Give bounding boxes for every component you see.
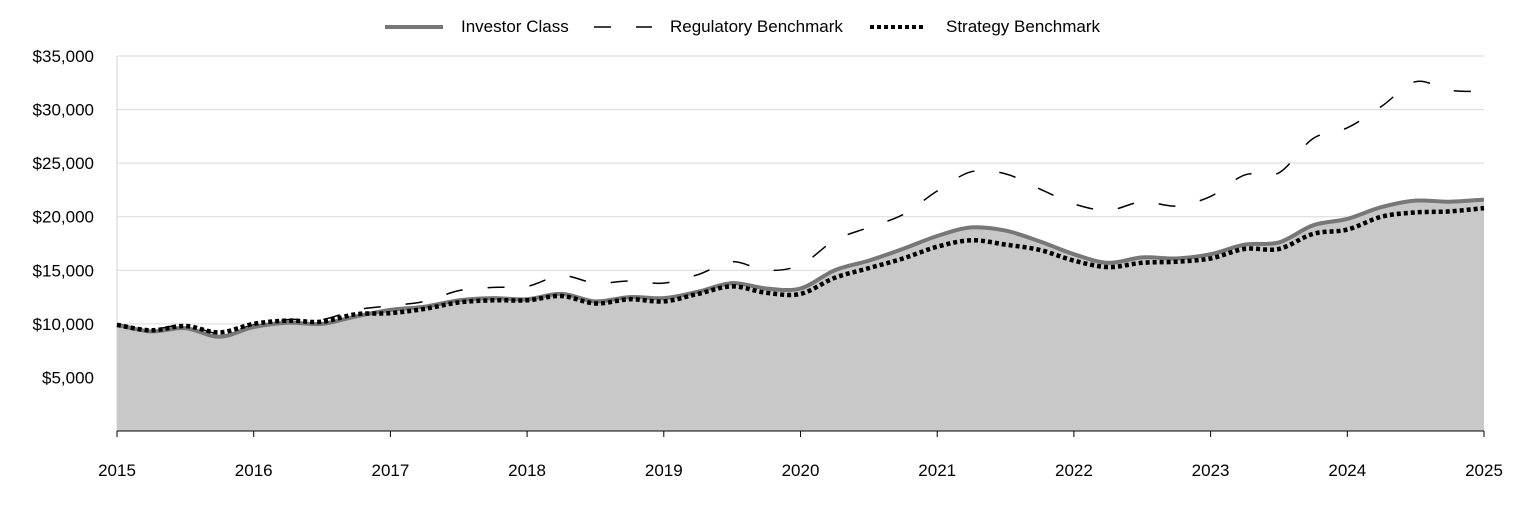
x-tick-label: 2016 [235, 461, 273, 480]
x-tick-label: 2021 [918, 461, 956, 480]
y-tick-label: $5,000 [42, 368, 94, 387]
axes [116, 56, 1485, 437]
legend-item-strategy-benchmark: Strategy Benchmark [868, 14, 1100, 40]
y-tick-label: $25,000 [33, 154, 94, 173]
y-tick-label: $30,000 [33, 101, 94, 120]
legend-label-investor-class: Investor Class [461, 17, 569, 36]
y-tick-label: $20,000 [33, 208, 94, 227]
y-tick-label: $15,000 [33, 261, 94, 280]
legend-swatch-dashed [594, 26, 652, 28]
x-tick-label: 2017 [371, 461, 409, 480]
investor-class-line [116, 197, 1485, 339]
x-tick-label: 2020 [782, 461, 820, 480]
legend-item-investor-class: Investor Class [383, 14, 569, 40]
x-tick-label: 2018 [508, 461, 546, 480]
legend-label-regulatory-benchmark: Regulatory Benchmark [670, 17, 843, 36]
area-layer [117, 199, 1484, 431]
legend-item-regulatory-benchmark: Regulatory Benchmark [592, 14, 843, 40]
y-tick-label: $35,000 [33, 47, 94, 66]
x-tick-label: 2025 [1465, 461, 1503, 480]
tick-labels: $5,000 $10,000 $15,000 $20,000 $25,000 $30,00… [33, 47, 1503, 480]
x-tick-label: 2023 [1192, 461, 1230, 480]
investor-class-area [117, 199, 1484, 431]
x-tick-label: 2024 [1328, 461, 1366, 480]
x-tick-label: 2019 [645, 461, 683, 480]
strategy-benchmark-line [116, 205, 1485, 335]
legend-swatch-dotted [870, 25, 926, 29]
legend-label-strategy-benchmark: Strategy Benchmark [946, 17, 1101, 36]
series-layer [116, 80, 1485, 339]
y-tick-label: $10,000 [33, 315, 94, 334]
x-tick-label: 2015 [98, 461, 136, 480]
legend: Investor Class Regulatory Benchmark Stra… [0, 14, 1524, 40]
legend-swatch-solid [385, 25, 443, 29]
x-tick-label: 2022 [1055, 461, 1093, 480]
